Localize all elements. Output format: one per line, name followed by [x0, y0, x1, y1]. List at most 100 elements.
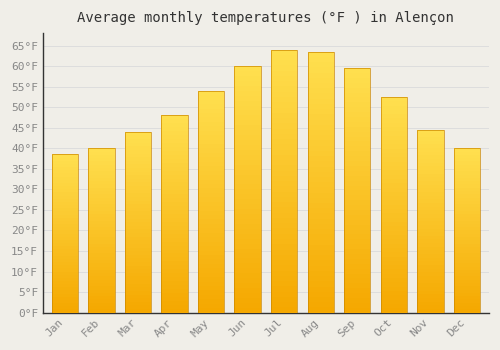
Bar: [88, 168, 115, 171]
Bar: [52, 215, 78, 218]
Bar: [417, 251, 444, 254]
Bar: [125, 208, 151, 211]
Bar: [162, 246, 188, 250]
Bar: [454, 165, 480, 168]
Bar: [344, 83, 370, 88]
Bar: [234, 150, 261, 155]
Bar: [417, 130, 444, 133]
Bar: [417, 272, 444, 276]
Bar: [162, 297, 188, 301]
Bar: [198, 246, 224, 251]
Bar: [162, 305, 188, 309]
Bar: [88, 230, 115, 234]
Bar: [88, 273, 115, 276]
Bar: [198, 113, 224, 117]
Bar: [271, 134, 297, 139]
Bar: [88, 253, 115, 257]
Bar: [52, 256, 78, 259]
Bar: [417, 206, 444, 210]
Bar: [198, 224, 224, 228]
Bar: [234, 140, 261, 145]
Bar: [52, 202, 78, 205]
Bar: [198, 104, 224, 108]
Bar: [380, 304, 407, 308]
Bar: [52, 189, 78, 193]
Bar: [271, 244, 297, 250]
Bar: [344, 151, 370, 156]
Bar: [344, 244, 370, 249]
Bar: [52, 180, 78, 183]
Bar: [271, 197, 297, 202]
Bar: [344, 234, 370, 239]
Bar: [198, 259, 224, 264]
Bar: [417, 291, 444, 294]
Bar: [271, 255, 297, 260]
Bar: [234, 224, 261, 229]
Bar: [454, 208, 480, 211]
Bar: [88, 178, 115, 181]
Bar: [234, 263, 261, 268]
Bar: [271, 92, 297, 97]
Bar: [125, 143, 151, 146]
Bar: [198, 131, 224, 135]
Bar: [125, 284, 151, 287]
Bar: [454, 270, 480, 273]
Bar: [234, 199, 261, 204]
Bar: [380, 214, 407, 218]
Bar: [380, 188, 407, 192]
Bar: [52, 154, 78, 313]
Bar: [344, 127, 370, 132]
Bar: [417, 254, 444, 258]
Bar: [88, 283, 115, 286]
Bar: [125, 280, 151, 284]
Bar: [344, 230, 370, 235]
Bar: [162, 175, 188, 178]
Bar: [162, 202, 188, 206]
Bar: [198, 304, 224, 308]
Bar: [198, 117, 224, 122]
Bar: [454, 257, 480, 260]
Bar: [162, 139, 188, 143]
Bar: [271, 50, 297, 55]
Bar: [454, 227, 480, 230]
Bar: [308, 193, 334, 198]
Bar: [344, 136, 370, 141]
Bar: [417, 130, 444, 313]
Bar: [52, 278, 78, 281]
Bar: [52, 252, 78, 256]
Bar: [198, 135, 224, 140]
Bar: [271, 165, 297, 171]
Bar: [380, 270, 407, 274]
Bar: [454, 263, 480, 267]
Bar: [308, 52, 334, 313]
Bar: [417, 265, 444, 269]
Bar: [234, 111, 261, 116]
Bar: [344, 103, 370, 107]
Bar: [454, 217, 480, 220]
Bar: [162, 143, 188, 147]
Bar: [380, 248, 407, 252]
Bar: [125, 276, 151, 280]
Bar: [417, 218, 444, 221]
Bar: [88, 234, 115, 237]
Bar: [52, 259, 78, 262]
Bar: [234, 66, 261, 71]
Bar: [162, 281, 188, 285]
Bar: [162, 238, 188, 241]
Bar: [52, 183, 78, 186]
Bar: [125, 172, 151, 175]
Bar: [198, 255, 224, 259]
Bar: [88, 148, 115, 313]
Bar: [125, 168, 151, 172]
Bar: [234, 253, 261, 258]
Bar: [52, 211, 78, 215]
Bar: [162, 214, 188, 218]
Bar: [88, 267, 115, 270]
Bar: [380, 175, 407, 179]
Bar: [344, 93, 370, 98]
Bar: [454, 240, 480, 244]
Bar: [380, 157, 407, 162]
Bar: [234, 180, 261, 184]
Bar: [417, 287, 444, 291]
Bar: [271, 223, 297, 229]
